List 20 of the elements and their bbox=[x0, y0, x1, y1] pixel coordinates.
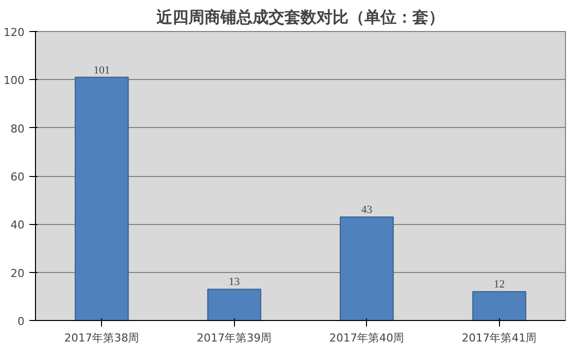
x-tick-label: 2017年第40周 bbox=[329, 332, 404, 344]
y-tick-label: 20 bbox=[10, 266, 25, 280]
y-tick-label: 0 bbox=[18, 315, 24, 328]
y-tick-label: 40 bbox=[10, 218, 25, 232]
bar bbox=[472, 291, 526, 320]
bar bbox=[74, 76, 129, 320]
bar bbox=[340, 216, 394, 320]
y-tick-label: 60 bbox=[10, 170, 25, 184]
x-tick-label: 2017年第38周 bbox=[64, 332, 140, 344]
data-label: 12 bbox=[494, 278, 505, 291]
x-tick-label: 2017年第41周 bbox=[462, 332, 537, 344]
bar bbox=[207, 288, 262, 320]
chart-title: 近四周商铺总成交套数对比（单位：套） bbox=[156, 8, 444, 26]
y-tick-label: 100 bbox=[4, 74, 25, 88]
y-tick-label: 80 bbox=[10, 122, 25, 136]
data-label: 101 bbox=[94, 64, 110, 76]
x-tick-label: 2017年第39周 bbox=[196, 332, 272, 344]
y-tick-label: 120 bbox=[4, 26, 25, 39]
data-label: 13 bbox=[228, 276, 240, 288]
data-label: 43 bbox=[361, 204, 373, 216]
